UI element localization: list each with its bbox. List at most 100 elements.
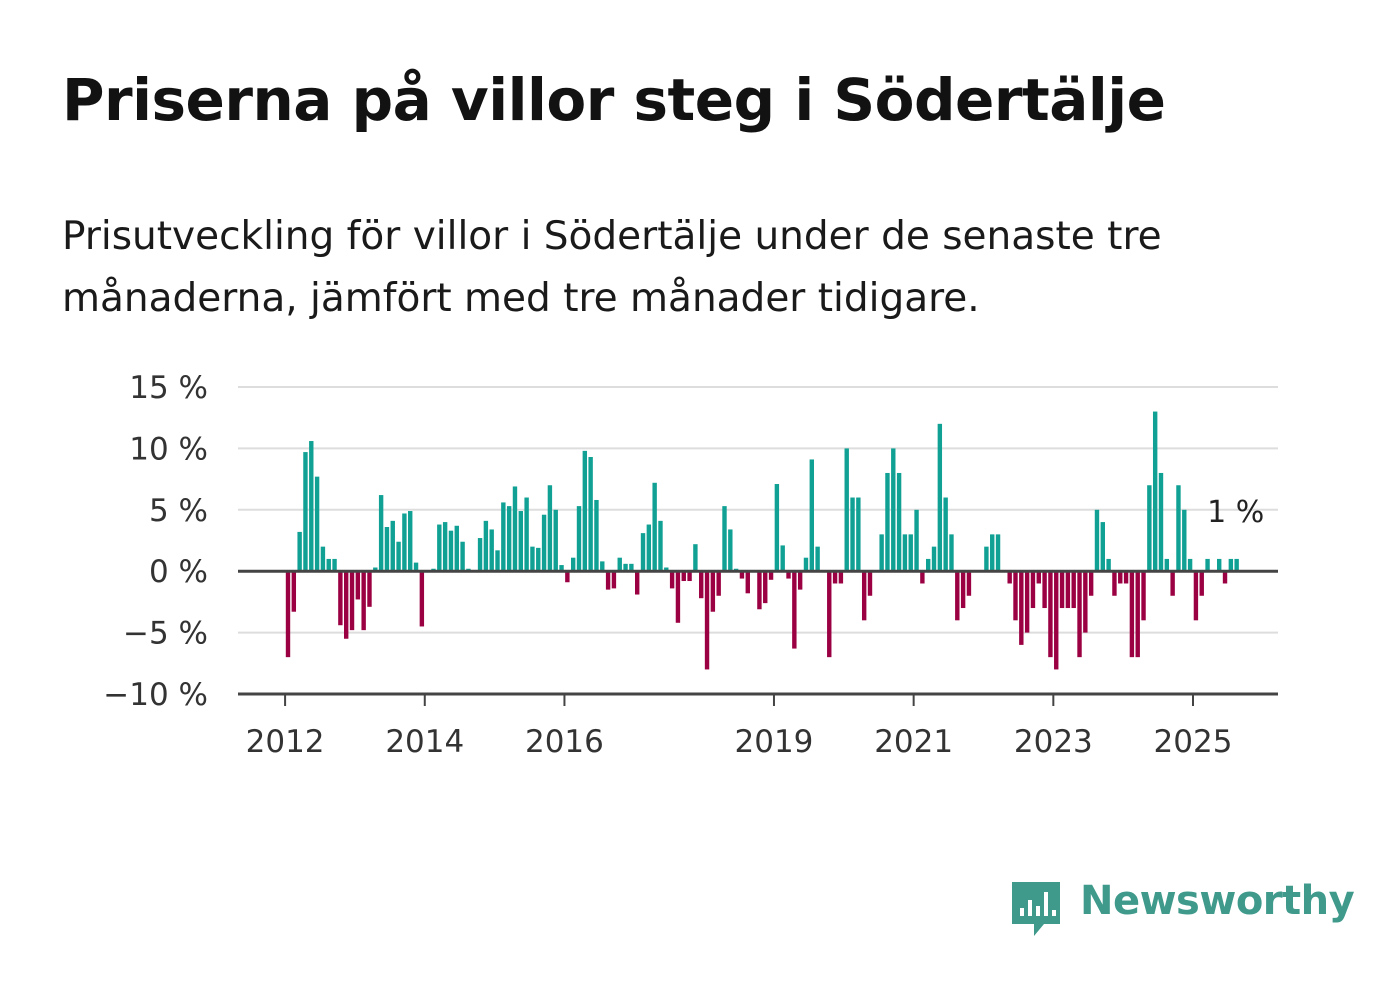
- bar: [547, 485, 553, 572]
- bar: [1158, 472, 1164, 572]
- bar: [797, 571, 803, 590]
- bar: [495, 550, 500, 572]
- bar: [378, 495, 384, 572]
- axes: [238, 569, 1278, 706]
- newsworthy-logo-icon: [1012, 882, 1060, 936]
- bar: [1088, 571, 1094, 596]
- bar: [867, 571, 873, 596]
- bar: [477, 538, 483, 572]
- bar: [454, 525, 459, 572]
- bar: [658, 520, 663, 572]
- bar: [1170, 571, 1175, 596]
- bar: [704, 571, 710, 670]
- bar: [1007, 571, 1012, 584]
- bar: [1042, 571, 1047, 609]
- bar: [1077, 571, 1082, 658]
- bar: [693, 544, 698, 572]
- bar: [926, 558, 931, 572]
- chart-subtitle: Prisutveckling för villor i Södertälje u…: [62, 214, 1162, 321]
- bar: [1106, 558, 1111, 572]
- bar: [838, 571, 844, 584]
- bar: [600, 561, 605, 572]
- y-tick-label: 15 %: [129, 370, 208, 406]
- bar: [675, 571, 681, 623]
- bar: [588, 456, 593, 572]
- bar: [786, 571, 791, 579]
- bar: [413, 562, 419, 572]
- bar: [582, 450, 588, 572]
- bar: [565, 571, 570, 583]
- bar: [914, 509, 919, 572]
- bar: [896, 472, 902, 572]
- bar: [524, 497, 529, 572]
- bar: [501, 502, 506, 572]
- x-axis-tick-labels: 2012 2014 2016 2019 2021 2023 2025: [246, 724, 1233, 760]
- bar: [460, 541, 465, 572]
- bar: [891, 448, 896, 572]
- bar: [1135, 571, 1140, 658]
- bar: [728, 529, 733, 572]
- bar: [1054, 571, 1059, 670]
- bar: [285, 571, 291, 658]
- bar: [966, 571, 972, 596]
- bar: [611, 571, 617, 589]
- x-tick-label: 2012: [246, 724, 325, 760]
- bar: [809, 459, 814, 572]
- bar: [489, 529, 494, 572]
- x-tick-label: 2014: [385, 724, 464, 760]
- bar: [1217, 558, 1222, 572]
- y-tick-label: 10 %: [129, 431, 208, 467]
- chart-title: Priserna på villor steg i Södertälje: [62, 66, 1166, 134]
- bar: [1030, 571, 1036, 609]
- bar: [861, 571, 867, 621]
- bar: [955, 571, 960, 621]
- bar: [832, 571, 838, 584]
- bar: [512, 486, 518, 572]
- bar: [623, 563, 628, 572]
- bar: [448, 530, 454, 572]
- bar: [559, 565, 564, 572]
- bar: [995, 534, 1001, 572]
- gridlines: [238, 386, 1278, 634]
- bar: [309, 441, 314, 572]
- bar: [396, 541, 401, 572]
- bar: [745, 571, 750, 594]
- bar: [1123, 571, 1129, 584]
- bar: [1065, 571, 1071, 609]
- bar: [1112, 571, 1117, 596]
- bar: [949, 534, 954, 572]
- bar: [408, 511, 413, 572]
- bar: [390, 520, 395, 572]
- bar: [338, 571, 343, 626]
- bar: [402, 513, 407, 572]
- bar: [1164, 558, 1170, 572]
- bar: [483, 520, 489, 572]
- bar: [984, 546, 989, 572]
- bar: [1019, 571, 1024, 645]
- bar: [367, 571, 372, 607]
- bar: [722, 506, 727, 572]
- bar: [349, 571, 355, 631]
- bar: [541, 514, 547, 572]
- bar: [780, 545, 785, 572]
- bar: [815, 546, 820, 572]
- bar: [320, 546, 326, 572]
- bar: [681, 571, 686, 582]
- bar: [355, 571, 361, 600]
- bar: [943, 497, 948, 572]
- bar: [384, 526, 390, 572]
- bar: [1147, 485, 1152, 572]
- bar: [1152, 411, 1158, 572]
- bar: [827, 571, 832, 658]
- bar: [373, 567, 378, 572]
- bar: [605, 571, 611, 590]
- bar: [1118, 571, 1123, 584]
- bar: [1024, 571, 1030, 633]
- bar: [850, 497, 855, 572]
- bar: [1205, 558, 1210, 572]
- y-tick-label: −5 %: [123, 616, 208, 652]
- bar: [879, 534, 884, 572]
- bar: [530, 546, 535, 572]
- bar: [763, 571, 768, 604]
- bar: [1013, 571, 1018, 621]
